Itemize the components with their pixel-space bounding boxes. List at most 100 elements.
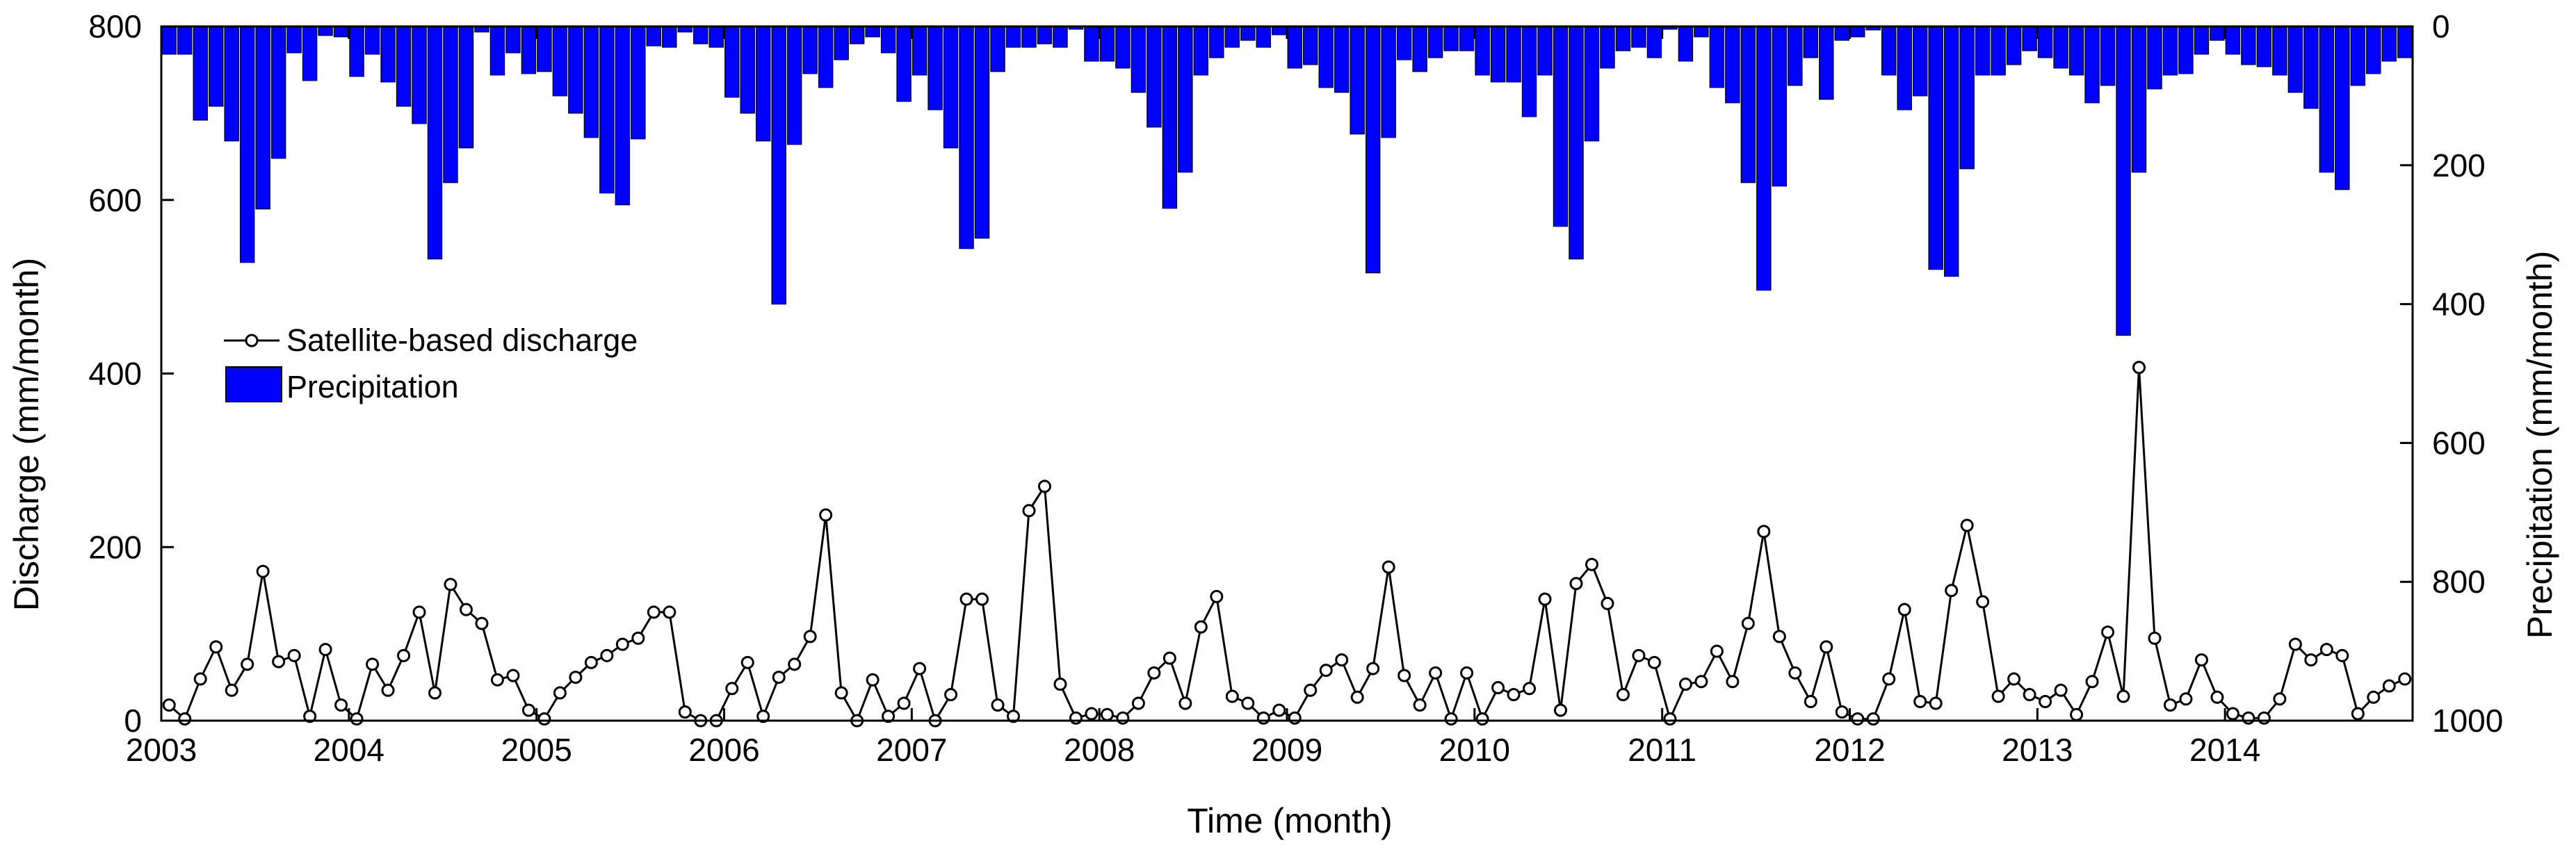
plot-frame <box>160 25 2414 722</box>
discharge-point <box>1163 651 1176 665</box>
x-tick-label: 2012 <box>1814 732 1885 768</box>
precipitation-bar <box>1490 26 1506 83</box>
precipitation-bar <box>1959 26 1975 170</box>
discharge-point <box>256 564 270 578</box>
discharge-point <box>1194 620 1208 634</box>
x-tick-label: 2003 <box>126 732 197 768</box>
discharge-point <box>866 673 880 687</box>
discharge-point <box>2304 653 2318 667</box>
precipitation-bar <box>2084 26 2100 104</box>
precipitation-bar <box>880 26 896 54</box>
precipitation-bar <box>2366 26 2381 74</box>
discharge-point <box>756 710 770 723</box>
discharge-point <box>913 662 927 675</box>
x-tick-label: 2008 <box>1064 732 1135 768</box>
x-tick-label: 2013 <box>2002 732 2073 768</box>
precipitation-bar <box>364 26 380 55</box>
precipitation-bar <box>2350 26 2366 86</box>
x-tick-label: 2006 <box>688 732 759 768</box>
precipitation-bar <box>1084 26 1099 62</box>
precipitation-bar <box>1318 26 1334 88</box>
discharge-point <box>1616 688 1630 702</box>
precipitation-bar <box>912 26 927 76</box>
precipitation-bar <box>927 26 943 110</box>
precipitation-bar <box>1443 26 1459 51</box>
discharge-point <box>2070 707 2084 721</box>
discharge-point <box>569 671 583 685</box>
precipitation-bar <box>1646 26 1662 58</box>
discharge-point <box>1866 712 1880 726</box>
x-tick-label: 2005 <box>501 732 572 768</box>
precipitation-bar <box>2147 26 2162 90</box>
precipitation-bar <box>708 26 724 48</box>
y-axis-right-label: Precipitation (mm/month) <box>2520 251 2559 639</box>
precipitation-bar <box>631 26 646 140</box>
discharge-point <box>1554 703 1568 717</box>
discharge-point <box>2273 692 2287 706</box>
precipitation-bar <box>443 26 458 183</box>
precipitation-bar <box>1975 26 1991 76</box>
discharge-point <box>1116 711 1130 725</box>
discharge-point <box>1319 664 1333 678</box>
discharge-point <box>225 683 238 697</box>
precipitation-bar <box>1678 26 1694 62</box>
discharge-point <box>428 686 442 700</box>
left-tick-label: 800 <box>88 8 142 44</box>
discharge-point <box>1976 595 1990 609</box>
precipitation-bar <box>2068 26 2084 76</box>
discharge-point <box>1772 630 1786 644</box>
precipitation-bar <box>1834 26 1849 41</box>
discharge-point <box>2242 711 2255 725</box>
discharge-point <box>1460 666 1474 680</box>
precipitation-bar <box>1115 26 1131 69</box>
discharge-point <box>272 655 286 669</box>
precipitation-bar <box>1099 26 1115 62</box>
discharge-point <box>1538 592 1552 606</box>
precipitation-bar <box>2178 26 2194 74</box>
precipitation-bar <box>662 26 677 48</box>
discharge-point <box>2257 711 2271 725</box>
precipitation-bar <box>865 26 880 38</box>
discharge-point <box>1335 653 1349 667</box>
precipitation-bar <box>1224 26 1240 48</box>
precipitation-bar <box>2100 26 2116 86</box>
discharge-point <box>600 648 614 662</box>
left-tick-label: 600 <box>88 182 142 218</box>
discharge-point <box>944 688 958 702</box>
precipitation-bar <box>1709 26 1725 88</box>
discharge-point <box>2039 695 2052 709</box>
discharge-point <box>2179 692 2193 706</box>
precipitation-bar <box>318 26 333 36</box>
precipitation-bar <box>1287 26 1302 69</box>
discharge-point <box>1960 518 1974 532</box>
right-tick-label: 200 <box>2432 147 2486 183</box>
y-axis-left-label: Discharge (mm/month) <box>7 258 46 611</box>
discharge-point <box>287 648 301 662</box>
precipitation-bar <box>1303 26 1318 65</box>
precipitation-bar <box>1005 26 1021 48</box>
discharge-point <box>2163 698 2177 712</box>
precipitation-bar <box>802 26 818 74</box>
discharge-point <box>397 648 411 662</box>
right-tick-label: 0 <box>2432 8 2450 44</box>
discharge-point <box>2382 679 2396 693</box>
precipitation-bar <box>2053 26 2068 69</box>
precipitation-bar <box>224 26 239 142</box>
x-tick-label: 2004 <box>314 732 384 768</box>
x-tick-label: 2007 <box>876 732 947 768</box>
discharge-point <box>1147 666 1161 680</box>
precipitation-bar <box>786 26 802 145</box>
precipitation-bar <box>333 26 349 38</box>
discharge-point <box>2210 690 2224 704</box>
discharge-point <box>1507 688 1521 702</box>
precipitation-bar <box>2225 26 2241 55</box>
precipitation-bar <box>2210 26 2225 41</box>
discharge-point <box>1256 711 1270 725</box>
discharge-point <box>1398 669 1411 682</box>
precipitation-bar <box>849 26 865 44</box>
precipitation-bar <box>1131 26 1147 93</box>
discharge-point <box>1069 711 1083 725</box>
precipitation-bar <box>396 26 412 107</box>
discharge-point <box>1897 603 1911 616</box>
discharge-line <box>168 367 2406 723</box>
